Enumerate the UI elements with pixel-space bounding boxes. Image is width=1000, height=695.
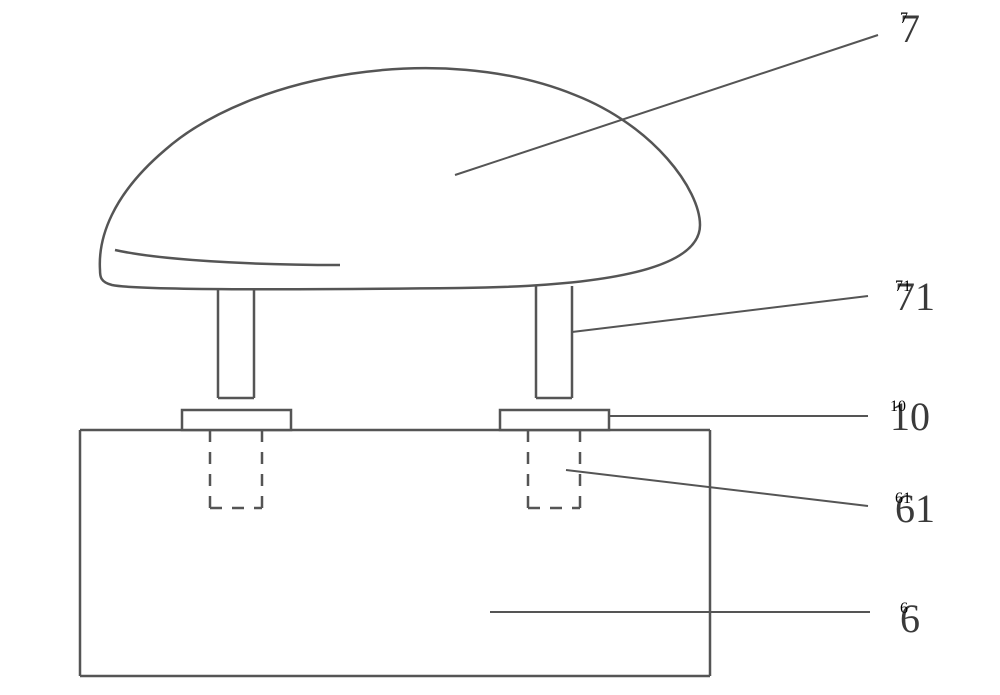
svg-text:7: 7 <box>900 6 920 51</box>
svg-text:61: 61 <box>895 486 935 531</box>
svg-text:10: 10 <box>890 394 930 439</box>
svg-text:71: 71 <box>895 274 935 319</box>
svg-text:6: 6 <box>900 596 920 641</box>
